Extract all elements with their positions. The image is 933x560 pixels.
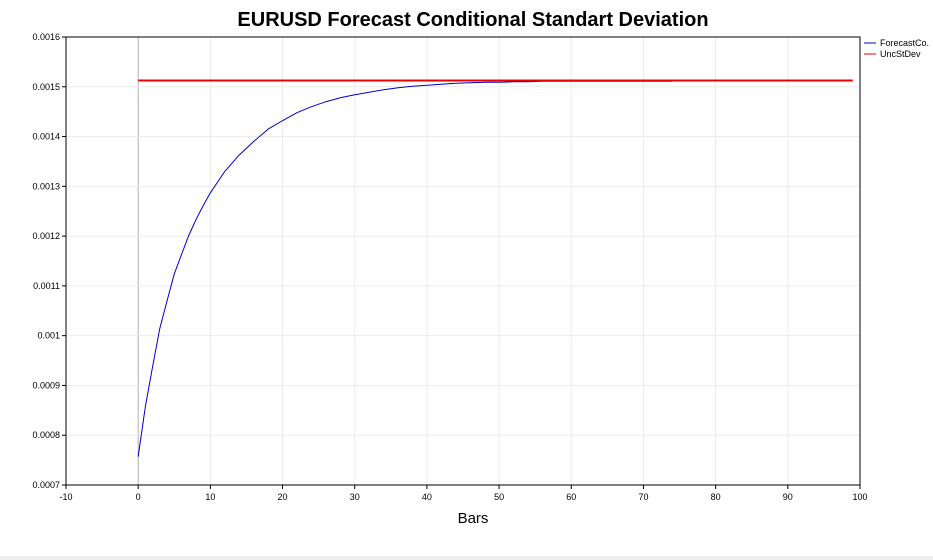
x-axis-label: Bars	[458, 510, 489, 527]
x-axis-ticks: -10 0 10 20 30 40 50 60 70 80 90 100	[59, 485, 868, 502]
x-tick-label: 50	[494, 492, 504, 502]
series-layer	[137, 79, 853, 457]
y-tick-label: 0.0009	[32, 380, 60, 390]
legend-label: UncStDev	[880, 49, 921, 59]
legend: ForecastCo.UncStDev	[864, 38, 929, 59]
x-tick-label: 30	[350, 492, 360, 502]
y-tick-label: 0.0008	[32, 430, 60, 440]
y-tick-label: 0.001	[37, 331, 60, 341]
x-tick-label: 40	[422, 492, 432, 502]
y-tick-label: 0.0007	[32, 480, 60, 490]
plot-frame	[65, 36, 861, 486]
x-tick-label: 70	[638, 492, 648, 502]
x-tick-label: 80	[711, 492, 721, 502]
bottom-status-strip	[0, 556, 933, 560]
y-tick-label: 0.0014	[32, 132, 60, 142]
legend-label: ForecastCo.	[880, 38, 929, 48]
x-tick-label: 60	[566, 492, 576, 502]
chart-title: EURUSD Forecast Conditional Standart Dev…	[237, 9, 708, 31]
y-axis-ticks: 0.0007 0.0008 0.0009 0.001 0.0011 0.0012 0.001…	[32, 32, 66, 490]
x-tick-label: 90	[783, 492, 793, 502]
x-tick-label: 10	[205, 492, 215, 502]
series-line-forecastco	[137, 80, 673, 457]
y-tick-label: 0.0015	[32, 82, 60, 92]
x-tick-label: -10	[59, 492, 72, 502]
y-tick-label: 0.0016	[32, 32, 60, 42]
x-tick-label: 0	[136, 492, 141, 502]
grid	[66, 37, 860, 485]
x-tick-label: 20	[278, 492, 288, 502]
y-tick-label: 0.0012	[32, 231, 60, 241]
y-tick-label: 0.0011	[33, 281, 60, 291]
y-tick-label: 0.0013	[32, 181, 60, 191]
x-tick-label: 100	[852, 492, 867, 502]
